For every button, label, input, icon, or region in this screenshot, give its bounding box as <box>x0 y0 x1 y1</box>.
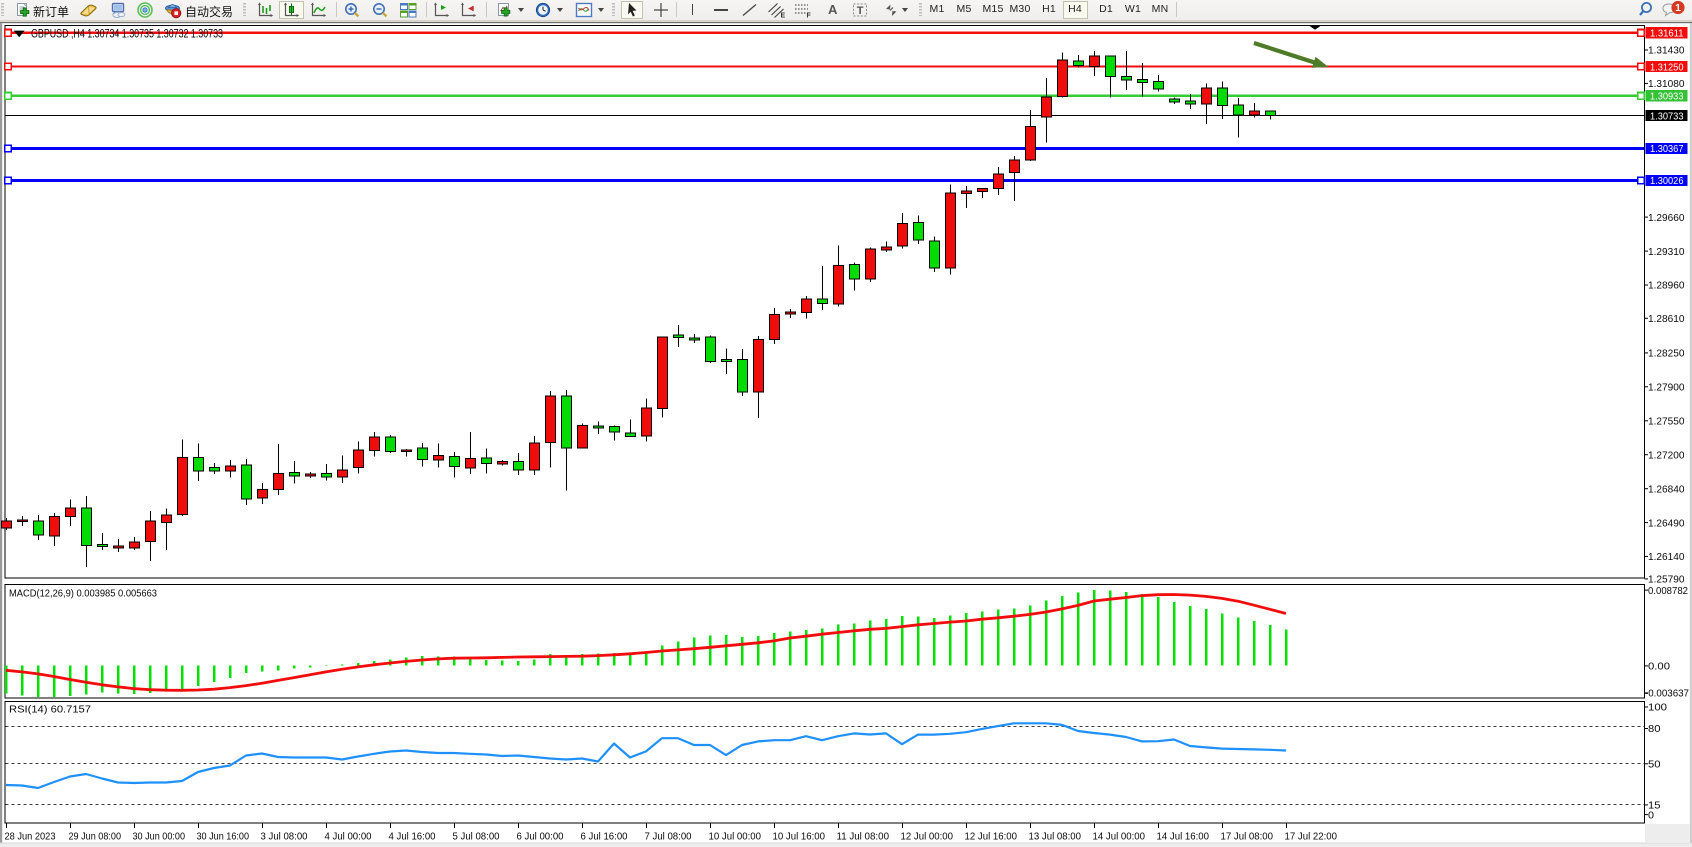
svg-text:0.008782: 0.008782 <box>1648 585 1688 597</box>
svg-text:4 Jul 00:00: 4 Jul 00:00 <box>325 831 372 843</box>
svg-text:1.29660: 1.29660 <box>1648 212 1685 224</box>
svg-text:1.26490: 1.26490 <box>1648 517 1685 529</box>
svg-text:GBPUSD ,H4 1.30734 1.30735 1.: GBPUSD ,H4 1.30734 1.30735 1.30732 1.307… <box>31 28 223 40</box>
svg-text:1.30933: 1.30933 <box>1650 91 1684 103</box>
svg-text:10 Jul 00:00: 10 Jul 00:00 <box>709 831 762 843</box>
svg-text:14 Jul 00:00: 14 Jul 00:00 <box>1093 831 1146 843</box>
svg-text:1.28960: 1.28960 <box>1648 280 1685 292</box>
svg-text:1.25790: 1.25790 <box>1648 574 1685 586</box>
svg-text:E: E <box>781 13 786 19</box>
svg-text:MACD(12,26,9) 0.003985 0.00566: MACD(12,26,9) 0.003985 0.005663 <box>9 589 157 600</box>
svg-text:1.28610: 1.28610 <box>1648 313 1685 325</box>
svg-text:F: F <box>807 13 812 19</box>
svg-text:0.00: 0.00 <box>1648 661 1670 673</box>
svg-text:T: T <box>857 5 864 17</box>
svg-text:17 Jul 08:00: 17 Jul 08:00 <box>1221 831 1274 843</box>
svg-text:1.28250: 1.28250 <box>1648 348 1685 360</box>
svg-text:10 Jul 16:00: 10 Jul 16:00 <box>773 831 826 843</box>
svg-text:1.30367: 1.30367 <box>1650 143 1684 155</box>
svg-text:-0.003637: -0.003637 <box>1645 688 1689 700</box>
svg-text:1.30026: 1.30026 <box>1650 175 1684 187</box>
svg-text:5 Jul 08:00: 5 Jul 08:00 <box>453 831 500 843</box>
svg-text:12 Jul 16:00: 12 Jul 16:00 <box>965 831 1018 843</box>
svg-text:1.26840: 1.26840 <box>1648 483 1685 495</box>
svg-text:1.30733: 1.30733 <box>1650 110 1684 122</box>
svg-text:4 Jul 16:00: 4 Jul 16:00 <box>389 831 436 843</box>
svg-text:1.31250: 1.31250 <box>1650 61 1684 73</box>
svg-text:1.29310: 1.29310 <box>1648 246 1685 258</box>
svg-text:1.31611: 1.31611 <box>1650 28 1684 40</box>
svg-text:1: 1 <box>1675 2 1681 14</box>
svg-text:29 Jun 08:00: 29 Jun 08:00 <box>69 831 122 843</box>
svg-text:30 Jun 16:00: 30 Jun 16:00 <box>197 831 250 843</box>
svg-text:15: 15 <box>1648 800 1661 812</box>
svg-text:12 Jul 00:00: 12 Jul 00:00 <box>901 831 954 843</box>
svg-text:1.31430: 1.31430 <box>1648 45 1685 57</box>
svg-text:28 Jun 2023: 28 Jun 2023 <box>5 831 56 843</box>
svg-text:1.27550: 1.27550 <box>1648 416 1685 428</box>
svg-text:50: 50 <box>1648 759 1661 771</box>
svg-text:RSI(14) 60.7157: RSI(14) 60.7157 <box>9 705 91 716</box>
svg-text:80: 80 <box>1648 723 1661 735</box>
svg-text:6 Jul 16:00: 6 Jul 16:00 <box>581 831 628 843</box>
svg-text:17 Jul 22:00: 17 Jul 22:00 <box>1285 831 1338 843</box>
svg-text:14 Jul 16:00: 14 Jul 16:00 <box>1157 831 1210 843</box>
svg-text:7 Jul 08:00: 7 Jul 08:00 <box>645 831 692 843</box>
svg-text:6 Jul 00:00: 6 Jul 00:00 <box>517 831 564 843</box>
svg-text:30 Jun 00:00: 30 Jun 00:00 <box>133 831 186 843</box>
svg-text:1.27900: 1.27900 <box>1648 382 1685 394</box>
svg-text:11 Jul 08:00: 11 Jul 08:00 <box>837 831 890 843</box>
svg-text:0: 0 <box>1648 809 1654 821</box>
svg-text:1.27200: 1.27200 <box>1648 449 1685 461</box>
svg-text:1.31080: 1.31080 <box>1648 78 1685 90</box>
svg-text:13 Jul 08:00: 13 Jul 08:00 <box>1029 831 1082 843</box>
svg-text:3 Jul 08:00: 3 Jul 08:00 <box>261 831 308 843</box>
svg-text:1.26140: 1.26140 <box>1648 551 1685 563</box>
svg-text:100: 100 <box>1648 702 1667 714</box>
